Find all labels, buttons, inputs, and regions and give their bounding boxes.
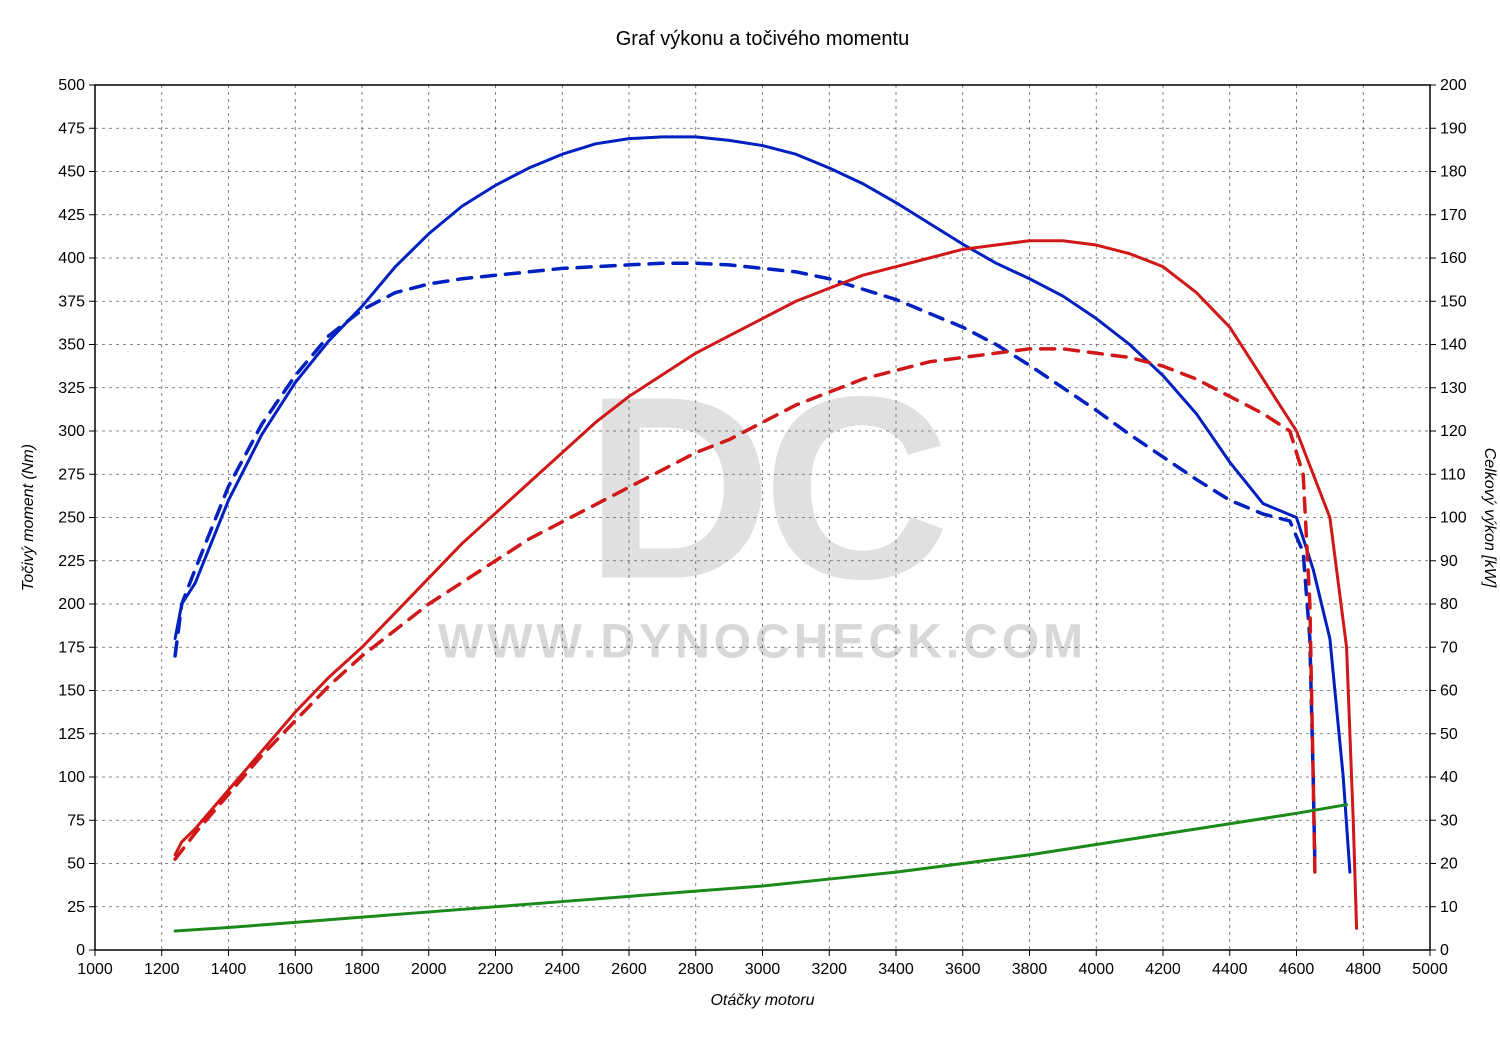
y-right-tick-label: 0 [1440, 942, 1449, 959]
y-right-tick-label: 60 [1440, 683, 1458, 700]
y-right-tick-label: 40 [1440, 769, 1458, 786]
x-tick-label: 3000 [745, 961, 781, 978]
watermark-logo: DC [585, 344, 946, 634]
y-right-tick-label: 200 [1440, 77, 1467, 94]
y-left-tick-label: 50 [67, 856, 85, 873]
x-tick-label: 1400 [211, 961, 247, 978]
y-right-tick-label: 20 [1440, 856, 1458, 873]
x-tick-label: 4800 [1345, 961, 1381, 978]
y-left-tick-label: 325 [58, 380, 85, 397]
y-right-tick-label: 130 [1440, 380, 1467, 397]
x-tick-label: 3200 [811, 961, 847, 978]
x-tick-label: 1200 [144, 961, 180, 978]
y-left-tick-label: 25 [67, 899, 85, 916]
x-axis-label: Otáčky motoru [710, 992, 814, 1009]
y-right-tick-label: 10 [1440, 899, 1458, 916]
y-left-tick-label: 175 [58, 639, 85, 656]
y-left-axis: 0 25 50 75 100 125 150 175 200 225 250 275 300 325 350… [58, 77, 95, 959]
chart-title: Graf výkonu a točivého momentu [616, 28, 909, 50]
y-left-tick-label: 300 [58, 423, 85, 440]
x-tick-label: 2800 [678, 961, 714, 978]
y-right-tick-label: 110 [1440, 466, 1466, 483]
y-left-tick-label: 450 [58, 164, 85, 181]
x-tick-label: 2200 [478, 961, 514, 978]
x-tick-label: 4600 [1279, 961, 1315, 978]
y-right-tick-label: 90 [1440, 553, 1458, 570]
y-right-tick-label: 140 [1440, 337, 1467, 354]
y-right-axis-label: Celkový výkon [kW] [1481, 448, 1498, 588]
x-tick-label: 2600 [611, 961, 647, 978]
x-tick-label: 2400 [544, 961, 580, 978]
y-left-tick-label: 225 [58, 553, 85, 570]
x-tick-label: 3400 [878, 961, 914, 978]
x-tick-label: 3600 [945, 961, 981, 978]
grid [95, 85, 1430, 950]
x-tick-label: 3800 [1012, 961, 1048, 978]
y-left-tick-label: 125 [58, 726, 85, 743]
y-left-tick-label: 275 [58, 466, 85, 483]
y-left-tick-label: 400 [58, 250, 85, 267]
x-tick-label: 1000 [77, 961, 113, 978]
x-tick-label: 4200 [1145, 961, 1181, 978]
y-right-tick-label: 170 [1440, 207, 1467, 224]
y-left-tick-label: 350 [58, 337, 85, 354]
dyno-chart: DCWWW.DYNOCHECK.COM100012001400160018002… [0, 0, 1500, 1041]
x-tick-label: 1600 [277, 961, 313, 978]
y-right-tick-label: 180 [1440, 164, 1467, 181]
y-right-tick-label: 160 [1440, 250, 1467, 267]
y-left-tick-label: 250 [58, 510, 85, 527]
series-loss-curve [175, 805, 1346, 931]
y-right-tick-label: 150 [1440, 293, 1467, 310]
y-right-tick-label: 80 [1440, 596, 1458, 613]
y-right-tick-label: 50 [1440, 726, 1458, 743]
y-left-tick-label: 75 [67, 812, 85, 829]
x-tick-label: 4000 [1078, 961, 1114, 978]
y-left-tick-label: 100 [58, 769, 85, 786]
chart-svg: DCWWW.DYNOCHECK.COM100012001400160018002… [0, 0, 1500, 1041]
y-left-tick-label: 500 [58, 77, 85, 94]
x-tick-label: 2000 [411, 961, 447, 978]
y-left-axis-label: Točivý moment (Nm) [20, 444, 37, 591]
y-right-axis: 0 10 20 30 40 50 60 70 80 90 100 110 120 130 140 150 160… [1430, 77, 1467, 959]
y-left-tick-label: 375 [58, 293, 85, 310]
x-tick-label: 4400 [1212, 961, 1248, 978]
y-left-tick-label: 425 [58, 207, 85, 224]
y-left-tick-label: 475 [58, 120, 85, 137]
y-left-tick-label: 0 [76, 942, 85, 959]
x-axis: 1000 1200 1400 1600 1800 2000 2200 2400 2600 2800… [77, 950, 1448, 978]
y-right-tick-label: 30 [1440, 812, 1458, 829]
y-right-tick-label: 70 [1440, 639, 1458, 656]
y-right-tick-label: 190 [1440, 120, 1467, 137]
y-right-tick-label: 100 [1440, 510, 1467, 527]
x-tick-label: 1800 [344, 961, 380, 978]
y-left-tick-label: 200 [58, 596, 85, 613]
y-right-tick-label: 120 [1440, 423, 1467, 440]
y-left-tick-label: 150 [58, 683, 85, 700]
x-tick-label: 5000 [1412, 961, 1448, 978]
